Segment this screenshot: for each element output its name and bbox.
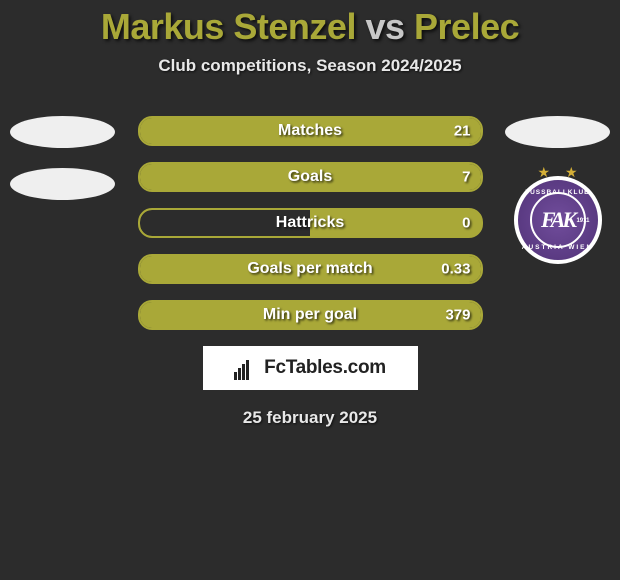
chart-icon xyxy=(234,356,258,380)
stat-right-value: 7 xyxy=(462,169,470,186)
player1-photo-placeholder xyxy=(10,116,115,148)
stat-label: Min per goal xyxy=(263,306,357,324)
stat-right-value: 21 xyxy=(454,123,471,140)
stat-bar-row: Matches 21 xyxy=(138,116,483,146)
stat-label: Goals per match xyxy=(247,260,372,278)
page-title: Markus Stenzel vs Prelec xyxy=(0,0,620,48)
player1-club-placeholder xyxy=(10,168,115,200)
stat-right-value: 379 xyxy=(445,307,470,324)
badge-year: 1911 xyxy=(576,218,589,224)
stat-bar-row: Goals 7 xyxy=(138,162,483,192)
player2-club-badge: ★ ★ FUSSBALLKLUB FAK 1911 AUSTRIA WIEN xyxy=(508,168,608,268)
title-vs: vs xyxy=(365,6,404,47)
stat-right-value: 0.33 xyxy=(441,261,470,278)
comparison-content: ★ ★ FUSSBALLKLUB FAK 1911 AUSTRIA WIEN M… xyxy=(0,116,620,428)
stat-bar-row: Hattricks 0 xyxy=(138,208,483,238)
date-label: 25 february 2025 xyxy=(0,408,620,428)
badge-bottom-text: AUSTRIA WIEN xyxy=(518,244,598,251)
badge-top-text: FUSSBALLKLUB xyxy=(518,189,598,196)
stat-label: Hattricks xyxy=(276,214,344,232)
right-column: ★ ★ FUSSBALLKLUB FAK 1911 AUSTRIA WIEN xyxy=(500,116,615,268)
title-player1: Markus Stenzel xyxy=(101,6,356,47)
stat-bar-row: Goals per match 0.33 xyxy=(138,254,483,284)
stat-right-value: 0 xyxy=(462,215,470,232)
branding-box: FcTables.com xyxy=(203,346,418,390)
stat-bar-row: Min per goal 379 xyxy=(138,300,483,330)
player2-photo-placeholder xyxy=(505,116,610,148)
stat-label: Matches xyxy=(278,122,342,140)
stat-bars-container: Matches 21 Goals 7 Hattricks 0 Goals per match… xyxy=(138,116,483,330)
stat-label: Goals xyxy=(288,168,332,186)
branding-text: FcTables.com xyxy=(264,357,386,379)
left-column xyxy=(5,116,120,200)
badge-circle: FUSSBALLKLUB FAK 1911 AUSTRIA WIEN xyxy=(514,176,602,264)
subtitle: Club competitions, Season 2024/2025 xyxy=(0,56,620,76)
title-player2: Prelec xyxy=(414,6,519,47)
